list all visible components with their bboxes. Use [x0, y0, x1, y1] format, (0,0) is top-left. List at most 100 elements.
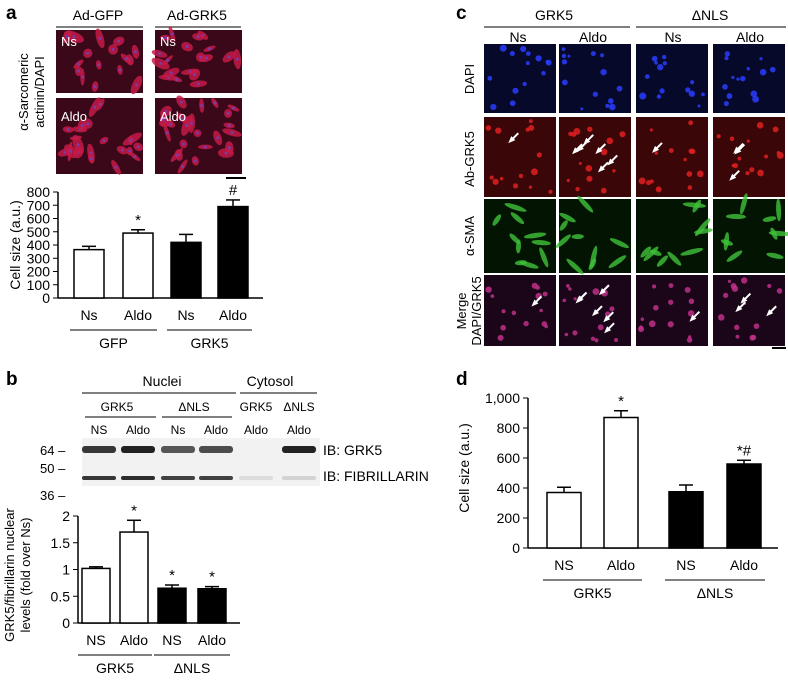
- cell-mark: [608, 255, 627, 269]
- cell-mark: [737, 156, 742, 161]
- cell-mark: [518, 173, 524, 179]
- nucleus-mark: [193, 73, 197, 77]
- cell-mark: [759, 68, 767, 76]
- arrowhead-mark: [652, 145, 660, 153]
- cell-mark: [592, 91, 598, 97]
- significance-mark: *: [169, 567, 175, 584]
- cell-mark: [500, 324, 506, 331]
- cell-mark: [609, 103, 616, 111]
- cell-mark: [734, 324, 740, 331]
- x-tick-label: NS: [162, 632, 181, 648]
- nucleus-mark: [102, 139, 106, 143]
- cell-mark: [725, 214, 746, 220]
- cell-mark: [731, 75, 735, 80]
- cell-mark: [492, 178, 499, 185]
- cell-mark: [590, 336, 596, 341]
- nucleus-mark: [232, 106, 236, 110]
- cell-mark: [545, 59, 552, 66]
- y-tick-label: 700: [27, 197, 51, 213]
- blot-band-fibrillarin: [121, 476, 155, 480]
- bar: [157, 587, 187, 624]
- cell-mark: [523, 232, 547, 239]
- cell-mark: [687, 310, 695, 317]
- cell-mark: [600, 68, 607, 76]
- col-header-ad-gfp: Ad-GFP: [73, 7, 124, 23]
- cell-mark: [616, 85, 623, 92]
- arrowhead-mark: [740, 296, 748, 304]
- cell-mark: [568, 287, 572, 291]
- x-tick-label: NS: [676, 557, 695, 573]
- nucleus-mark: [89, 156, 93, 160]
- cell-mark: [701, 92, 705, 97]
- y-axis-label-a: Cell size (a.u.): [7, 200, 23, 289]
- blot-band-grk5: [121, 446, 155, 453]
- group-header-dnls-nuclei: ΔNLS: [178, 400, 209, 414]
- cell-mark: [767, 283, 772, 289]
- cell-mark: [644, 74, 650, 80]
- nucleus-mark: [77, 69, 81, 73]
- group-label: ΔNLS: [174, 660, 211, 676]
- cell-mark: [686, 171, 693, 177]
- blot-band-fibrillarin: [199, 476, 233, 480]
- cell-mark: [686, 337, 693, 343]
- nucleus-mark: [93, 105, 97, 109]
- cell-mark: [510, 212, 525, 225]
- cell-mark: [585, 165, 593, 172]
- cell-mark: [722, 84, 728, 90]
- cell-mark: [594, 338, 599, 343]
- cell-mark: [682, 202, 706, 208]
- cell-mark: [746, 139, 750, 143]
- merge-label-line1: Merge: [454, 293, 469, 330]
- panel-c-label: c: [456, 3, 467, 24]
- nucleus-mark: [166, 58, 170, 62]
- arrowhead-mark: [591, 309, 599, 317]
- nucleus-mark: [169, 122, 173, 126]
- cell-mark: [512, 183, 519, 189]
- cell-mark: [609, 306, 615, 312]
- cell-mark: [536, 152, 542, 158]
- nucleus-mark: [165, 131, 169, 135]
- cell-mark: [762, 216, 777, 222]
- nucleus-mark: [170, 32, 174, 36]
- cell-mark: [656, 94, 662, 99]
- nucleus-mark: [227, 123, 231, 127]
- cell-mark: [559, 212, 576, 223]
- cell-mark: [525, 127, 530, 132]
- y-tick-label: 100: [27, 277, 51, 293]
- cell-mark: [559, 220, 568, 231]
- panel-b-label: b: [6, 369, 18, 390]
- cell-mark: [722, 292, 729, 298]
- y-tick-label: 400: [497, 480, 521, 496]
- cell-mark: [489, 175, 494, 180]
- nucleus-mark: [226, 111, 230, 115]
- cell-mark: [769, 66, 776, 73]
- cell-mark: [640, 317, 645, 321]
- cell-mark: [687, 185, 693, 190]
- nucleus-mark: [169, 71, 173, 75]
- cell-mark: [654, 151, 659, 155]
- y-tick-label: 1.5: [51, 535, 71, 551]
- cell-mark: [668, 148, 674, 153]
- cell-mark: [696, 170, 704, 178]
- arrowhead-mark: [597, 165, 605, 173]
- cell-mark: [597, 324, 604, 331]
- mw-marker-50: 50 –: [40, 461, 66, 476]
- bar: [603, 416, 639, 549]
- cell-mark: [572, 330, 578, 336]
- col-header-c-1: Ns: [509, 29, 526, 45]
- arrowhead-mark: [531, 299, 539, 307]
- cell-mark: [640, 246, 652, 258]
- cell-mark: [555, 234, 571, 248]
- nucleus-mark: [213, 101, 217, 105]
- bar: [668, 491, 704, 549]
- micro-tile-dapi: [713, 44, 785, 113]
- bar: [546, 491, 582, 549]
- cell-mark: [735, 334, 740, 339]
- y-tick-label: 0.5: [51, 588, 71, 604]
- cell-mark: [745, 171, 750, 176]
- cell-mark: [531, 240, 551, 246]
- nucleus-mark: [86, 51, 90, 55]
- cell-mark: [766, 252, 784, 259]
